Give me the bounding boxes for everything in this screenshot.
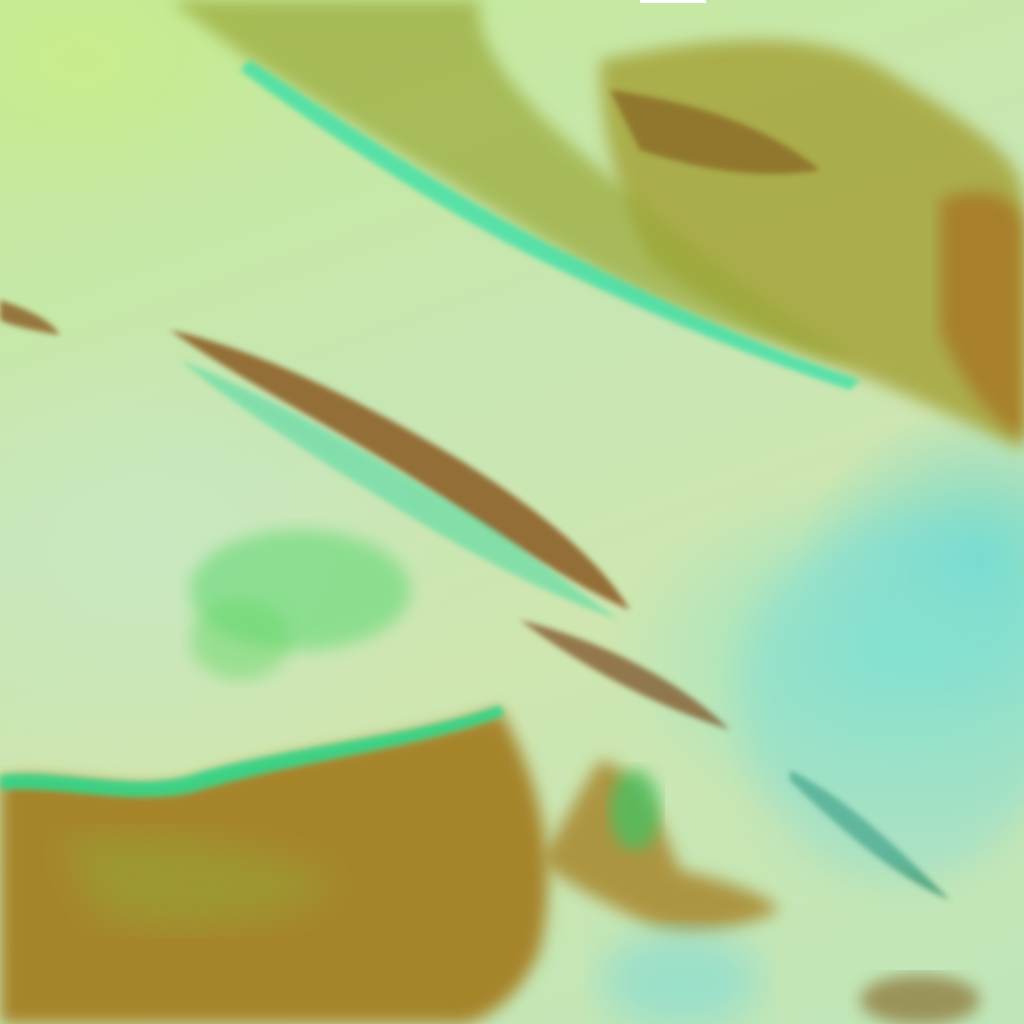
land-dark-top-right [940, 191, 1024, 440]
streak-top-right [610, 90, 820, 174]
white-mark [640, 0, 706, 3]
land-patch-bottom-right [860, 975, 980, 1024]
ocean-cyan-region [600, 930, 760, 1024]
cloud-band-top [170, 0, 860, 360]
streak-center [170, 330, 630, 610]
cyan-edge-bottom-left [0, 705, 505, 797]
streak-lower [520, 620, 730, 730]
land-olive-bottom-left [60, 833, 340, 928]
ocean-cyan-region [740, 520, 1024, 880]
streak-cyan-center [180, 360, 620, 620]
streak-left [0, 300, 60, 335]
land-region-bottom-center [540, 760, 780, 931]
green-patch [190, 600, 290, 680]
green-patch [610, 770, 660, 850]
